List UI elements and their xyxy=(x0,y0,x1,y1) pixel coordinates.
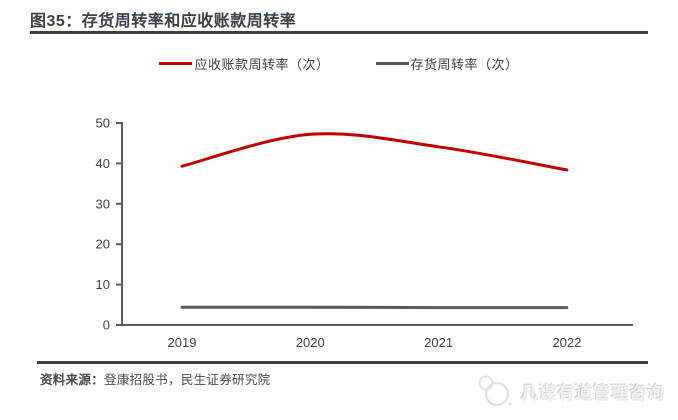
x-axis-tick-label: 2020 xyxy=(296,335,325,350)
y-axis-tick-label: 40 xyxy=(96,156,110,171)
legend-line-swatch-red xyxy=(159,61,193,66)
y-axis-tick-label: 10 xyxy=(96,277,110,292)
watermark-logo-icon xyxy=(478,375,512,407)
title-underline xyxy=(30,31,648,34)
source-text: 登康招股书，民生证券研究院 xyxy=(104,373,271,387)
watermark: 凡谋有道管理咨询 xyxy=(472,372,665,410)
chart-legend: 应收账款周转率（次） 存货周转率（次） xyxy=(0,54,678,73)
legend-label-receivable: 应收账款周转率（次） xyxy=(194,57,330,72)
footer-divider xyxy=(37,361,648,364)
y-axis-tick-label: 0 xyxy=(103,318,110,333)
figure-title: 图35：存货周转率和应收账款周转率 xyxy=(30,13,297,30)
source-label: 资料来源： xyxy=(40,373,105,387)
y-axis-tick-label: 20 xyxy=(96,237,110,252)
legend-item-inventory-turnover: 存货周转率（次） xyxy=(375,54,519,73)
legend-label-inventory: 存货周转率（次） xyxy=(410,57,519,72)
x-axis-tick-label: 2022 xyxy=(552,335,581,350)
legend-item-receivable-turnover: 应收账款周转率（次） xyxy=(159,54,329,73)
x-axis-tick-label: 2019 xyxy=(168,335,197,350)
y-axis-tick-label: 30 xyxy=(96,196,110,211)
axis-lines xyxy=(121,122,633,326)
y-axis-tick-label: 50 xyxy=(96,116,110,131)
source-note: 资料来源：登康招股书，民生证券研究院 xyxy=(40,369,270,388)
series-line xyxy=(180,132,569,172)
watermark-text: 凡谋有道管理咨询 xyxy=(521,384,665,402)
x-axis-tick-label: 2021 xyxy=(424,335,453,350)
legend-line-swatch-gray xyxy=(375,61,409,66)
